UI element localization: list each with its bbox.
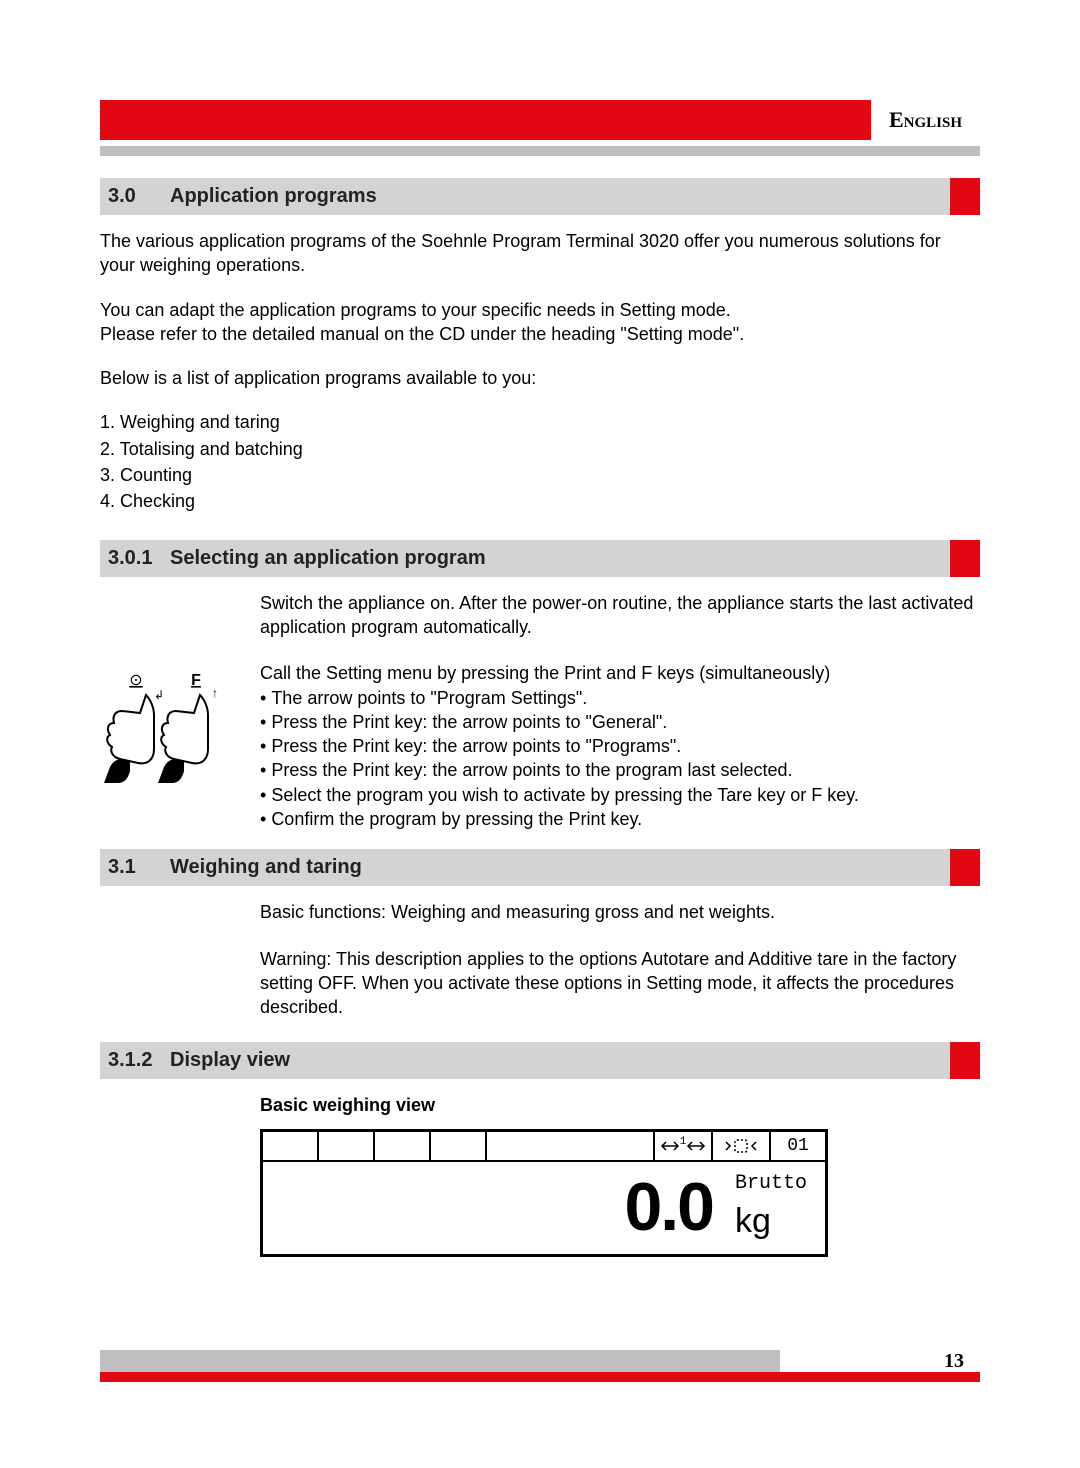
language-label: English [871, 100, 980, 140]
program-list: 1. Weighing and taring 2. Totalising and… [100, 410, 980, 513]
weight-value: 0.0 [624, 1162, 713, 1254]
section-header-3-0-1: 3.0.1 Selecting an application program [100, 540, 980, 577]
section-title: Application programs [170, 183, 377, 210]
section-title: Selecting an application program [170, 545, 486, 572]
bullet-item: The arrow points to "Program Settings". [260, 686, 859, 710]
status-cell-empty [375, 1132, 431, 1160]
status-cell-empty [431, 1132, 487, 1160]
intro-paragraph-2: You can adapt the application programs t… [100, 298, 980, 347]
selecting-paragraph-1: Switch the appliance on. After the power… [260, 591, 980, 640]
status-cell-empty [319, 1132, 375, 1160]
header-gray-strip [100, 146, 980, 156]
section-header-3-1-2: 3.1.2 Display view [100, 1042, 980, 1079]
svg-text:F: F [191, 672, 201, 689]
section-number: 3.0.1 [108, 545, 170, 572]
section-red-marker-icon [950, 1042, 980, 1079]
footer-gray-bar: 13 [100, 1350, 980, 1372]
list-item: 3. Counting [100, 463, 980, 487]
display-main-area: 0.0 Brutto kg [263, 1162, 825, 1254]
list-item: 2. Totalising and batching [100, 437, 980, 461]
page-footer: 13 [100, 1350, 980, 1380]
selecting-instructions: Call the Setting menu by pressing the Pr… [260, 661, 859, 831]
section-number: 3.1 [108, 854, 170, 881]
section-header-3-0: 3.0 Application programs [100, 178, 980, 215]
intro-paragraph-1: The various application programs of the … [100, 229, 980, 278]
zero-indicator-icon [713, 1132, 771, 1160]
bullet-item: Press the Print key: the arrow points to… [260, 710, 859, 734]
section-title: Weighing and taring [170, 854, 362, 881]
page-header: English [100, 100, 980, 140]
display-status-row: 1 01 [263, 1132, 825, 1162]
svg-text:↑: ↑ [212, 686, 218, 700]
page-number: 13 [780, 1350, 980, 1372]
section-red-marker-icon [950, 178, 980, 215]
bullet-item: Confirm the program by pressing the Prin… [260, 807, 859, 831]
key-instruction-row: ⊙ ↲ F ↑ Call the Setting menu by pressin… [100, 661, 980, 831]
intro-paragraph-3: Below is a list of application programs … [100, 366, 980, 390]
header-red-bar [100, 100, 980, 140]
section-number: 3.0 [108, 183, 170, 210]
weight-unit: kg [735, 1199, 771, 1245]
bullet-item: Press the Print key: the arrow points to… [260, 734, 859, 758]
weight-mode: Brutto [735, 1170, 807, 1197]
bullet-item: Press the Print key: the arrow points to… [260, 758, 859, 782]
list-item: 1. Weighing and taring [100, 410, 980, 434]
section-header-3-1: 3.1 Weighing and taring [100, 849, 980, 886]
bullet-item: Select the program you wish to activate … [260, 783, 859, 807]
footer-red-bar [100, 1372, 980, 1382]
svg-text:⊙: ⊙ [129, 672, 142, 689]
status-cell-empty [487, 1132, 655, 1160]
status-cell-empty [263, 1132, 319, 1160]
two-hands-keys-icon: ⊙ ↲ F ↑ [100, 661, 260, 787]
section-red-marker-icon [950, 540, 980, 577]
channel-number: 01 [771, 1132, 825, 1160]
section-number: 3.1.2 [108, 1047, 170, 1074]
weighing-paragraph-1: Basic functions: Weighing and measuring … [260, 900, 980, 924]
svg-text:↲: ↲ [154, 688, 164, 702]
display-subhead: Basic weighing view [260, 1093, 980, 1117]
section-title: Display view [170, 1047, 290, 1074]
range-indicator-icon: 1 [655, 1132, 713, 1160]
selecting-lead: Call the Setting menu by pressing the Pr… [260, 661, 859, 685]
scale-display: 1 01 0.0 Brutto kg [260, 1129, 828, 1257]
weighing-paragraph-2: Warning: This description applies to the… [260, 947, 980, 1020]
list-item: 4. Checking [100, 489, 980, 513]
svg-text:1: 1 [680, 1136, 687, 1148]
section-red-marker-icon [950, 849, 980, 886]
